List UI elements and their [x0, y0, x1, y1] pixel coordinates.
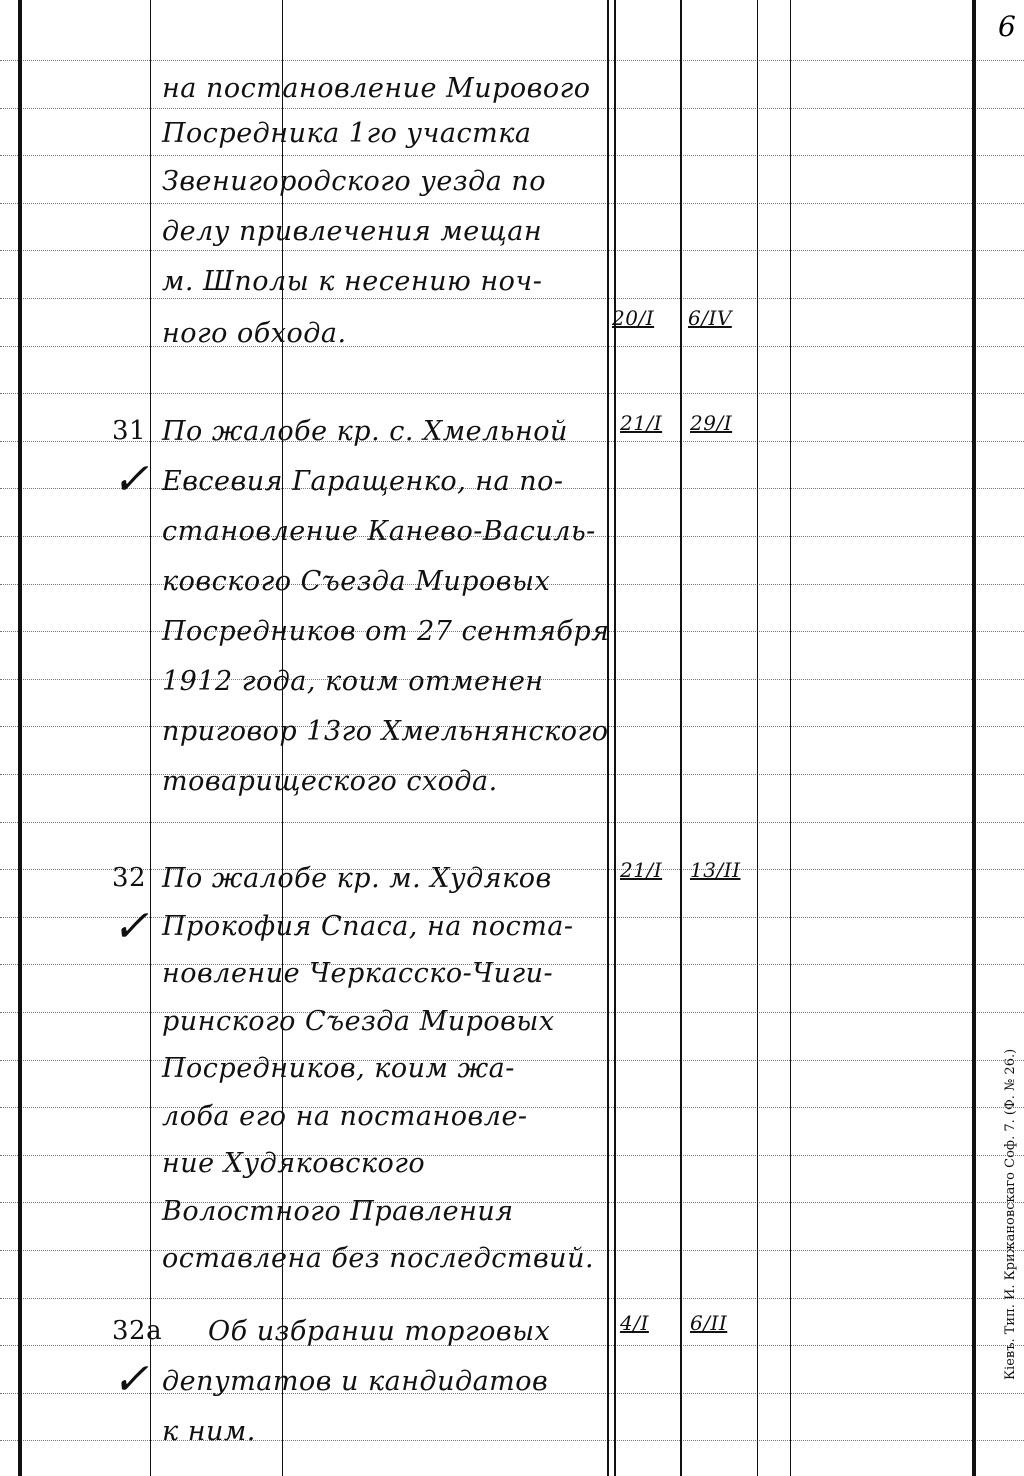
text-line: к ним. [162, 1416, 256, 1447]
ruled-line [0, 1012, 1024, 1013]
checkmark-icon: ✓ [112, 454, 149, 505]
ruled-line [0, 1250, 1024, 1251]
page-number: 6 [998, 10, 1016, 43]
ruled-line [0, 60, 1024, 61]
ruled-line [0, 726, 1024, 728]
ruled-line [0, 631, 1024, 633]
ruled-line [0, 250, 1024, 252]
text-line: Посредников, коим жа- [162, 1053, 515, 1084]
entry-number: 32 [112, 863, 147, 893]
ruled-line [0, 821, 1024, 823]
date-resolved: 6/IV [688, 306, 732, 330]
text-line: ного обхода. [162, 318, 347, 349]
text-line: оставлена без последствий. [162, 1243, 595, 1274]
date-resolved: 29/I [690, 411, 733, 435]
ruled-line [0, 155, 1024, 157]
ruled-line [0, 345, 1024, 347]
column-rule [18, 0, 22, 1476]
column-rule [150, 0, 151, 1476]
column-rule [614, 0, 616, 1476]
text-line: Евсевия Гаращенко, на по- [162, 466, 564, 497]
ruled-line [0, 298, 1024, 299]
text-line: приговор 13го Хмельнянского [162, 716, 609, 747]
ruled-line [0, 774, 1024, 775]
ruled-line [0, 1297, 1024, 1299]
column-rule [757, 0, 758, 1476]
date-received: 21/I [620, 411, 663, 435]
ruled-line [0, 107, 1024, 109]
ruled-line [0, 536, 1024, 537]
ruled-line [0, 1107, 1024, 1109]
text-line: Волостного Правления [162, 1195, 514, 1227]
text-line: Посредника 1го участка [162, 118, 532, 149]
text-line: ковского Съезда Мировых [162, 566, 551, 597]
printer-imprint: Кіевъ. Тип. И. Крижановскаго Соф. 7. (Ф.… [1003, 1048, 1018, 1380]
text-line: на постановление Мирового [162, 73, 591, 104]
text-line: делу привлечения мещан [162, 216, 543, 247]
column-rule [972, 0, 976, 1476]
text-line: 1912 года, коим отменен [162, 666, 544, 697]
date-resolved: 13/II [690, 858, 741, 882]
ruled-line [0, 583, 1024, 585]
column-rule [282, 0, 283, 1476]
text-line: ние Худяковского [162, 1148, 426, 1179]
text-line: депутатов и кандидатов [162, 1366, 549, 1397]
ruled-line [0, 393, 1024, 395]
ruled-line [0, 1440, 1024, 1442]
date-received: 4/I [620, 1311, 649, 1335]
ruled-line [0, 964, 1024, 966]
ruled-line [0, 488, 1024, 490]
column-rule [790, 0, 791, 1476]
date-received: 20/I [612, 306, 655, 330]
checkmark-icon: ✓ [112, 1354, 149, 1405]
text-line: Звенигородского уезда по [162, 166, 547, 197]
entry-number: 32а [112, 1316, 163, 1346]
date-received: 21/I [620, 858, 663, 882]
text-line: ринского Съезда Мировых [162, 1005, 555, 1037]
text-line: Об избрании торговых [208, 1316, 551, 1347]
ruled-line [0, 202, 1024, 204]
ruled-line [0, 1392, 1024, 1394]
text-line: лоба его на постановле- [162, 1100, 528, 1132]
ruled-line [0, 1202, 1024, 1204]
ruled-line [0, 1154, 1024, 1156]
entry-number: 31 [112, 416, 147, 446]
text-line: По жалобе кр. м. Худяков [162, 863, 552, 894]
date-resolved: 6/II [690, 1311, 728, 1335]
ruled-line [0, 440, 1024, 442]
ruled-line [0, 869, 1024, 871]
text-line: Прокофия Спаса, на поста- [162, 910, 574, 942]
column-rule [680, 0, 682, 1476]
ruled-line [0, 678, 1024, 680]
checkmark-icon: ✓ [112, 901, 149, 952]
text-line: По жалобе кр. с. Хмельной [162, 416, 568, 447]
column-rule [607, 0, 609, 1476]
ruled-line [0, 916, 1024, 918]
text-line: Посредников от 27 сентября [162, 616, 610, 647]
text-line: становление Канево-Василь- [162, 516, 596, 547]
ruled-line [0, 1345, 1024, 1347]
text-line: м. Шполы к несению ноч- [162, 266, 543, 297]
ruled-line [0, 1059, 1024, 1061]
text-line: новление Черкасско-Чиги- [162, 958, 554, 989]
text-line: товарищеского схода. [162, 766, 498, 797]
